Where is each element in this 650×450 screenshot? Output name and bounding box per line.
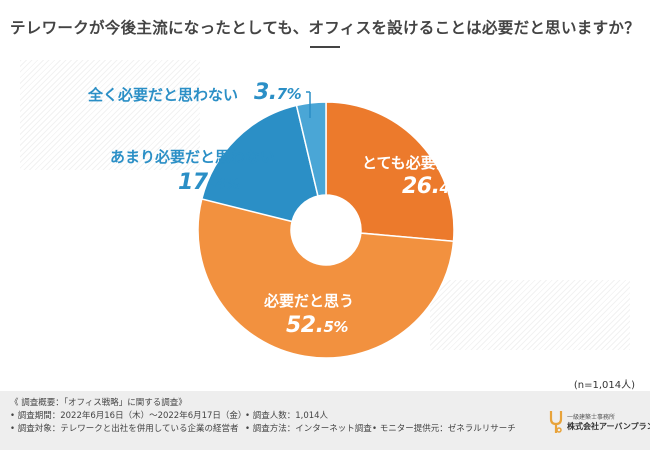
decorative-stripes-right	[430, 280, 630, 350]
value-necessary: 52.5%	[286, 313, 348, 338]
value-not-necessary-at-all: 3.7%	[254, 80, 302, 105]
label-not-necessary-at-all: 全く必要だと思わない	[88, 86, 239, 104]
survey-heading: 《 調査概要：「オフィス戦略」に関する調査》	[10, 398, 187, 408]
label-not-very-necessary: あまり必要だと思わない	[110, 148, 276, 166]
label-very-necessary: とても必要だと思う	[362, 154, 496, 172]
slice-very-necessary	[325, 101, 455, 243]
slice-necessary	[197, 198, 455, 359]
title-underline	[310, 46, 340, 48]
donut-chart	[197, 91, 455, 359]
survey-monitor: • モニター提供元：ゼネラルリサーチ	[372, 424, 516, 434]
survey-period: • 調査期間：2022年6月16日（木）～2022年6月17日（金）	[10, 411, 247, 421]
label-necessary: 必要だと思う	[264, 292, 355, 310]
value-very-necessary: 26.4%	[402, 174, 464, 199]
logo-company-name: 株式会社アーバンプラン	[567, 422, 650, 431]
survey-target: • 調査対象：テレワークと出社を併用している企業の経営者	[10, 424, 239, 434]
chart-title: テレワークが今後主流になったとしても、オフィスを設けることは必要だと思いますか？	[10, 19, 640, 37]
value-not-very-necessary: 17.4%	[178, 170, 240, 195]
slice-not-necessary-at-all	[295, 101, 327, 197]
survey-respondents: • 調査人数：1,014人	[245, 411, 329, 421]
survey-method: • 調査方法：インターネット調査	[245, 424, 372, 434]
slice-not-very-necessary	[200, 104, 319, 223]
sample-size: (n=1,014人)	[573, 380, 635, 391]
decorative-stripes-left	[20, 60, 200, 170]
logo-subtitle: 一級建築士事務所	[567, 414, 616, 421]
survey-footer: 《 調査概要：「オフィス戦略」に関する調査》 • 調査期間：2022年6月16日…	[0, 391, 650, 450]
urban-plan-logo-icon	[549, 411, 563, 433]
